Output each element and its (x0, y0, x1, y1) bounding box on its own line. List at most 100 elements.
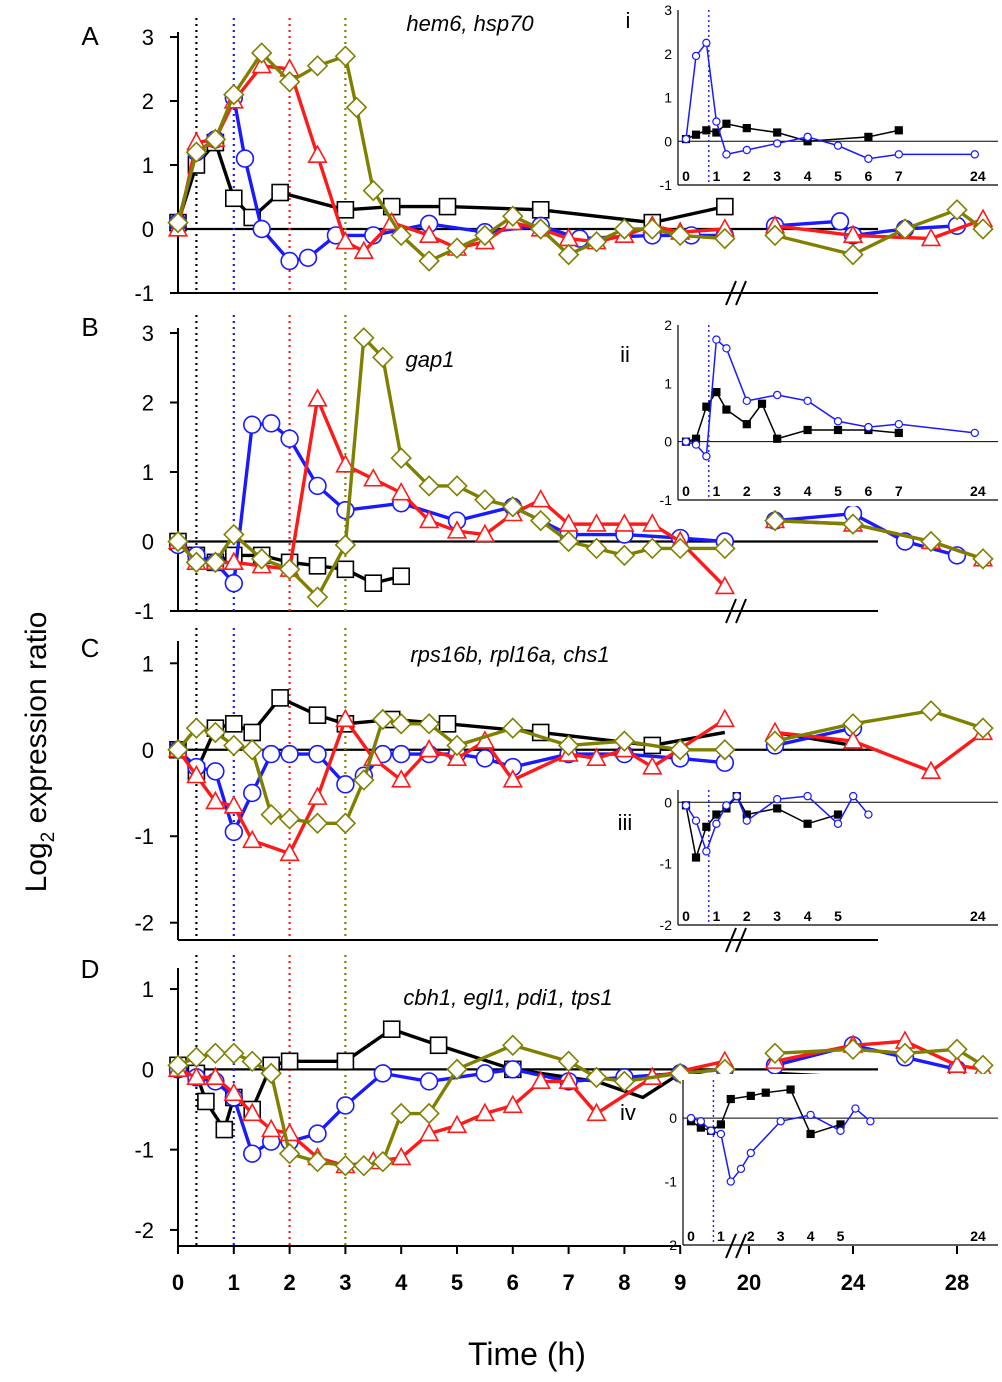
data-point (185, 717, 208, 739)
data-point (764, 730, 786, 752)
inset-data-point (773, 390, 782, 400)
data-point (362, 179, 385, 202)
data-point (530, 1070, 551, 1089)
inset-data-point (803, 425, 812, 435)
data-point (946, 1038, 968, 1061)
data-point (613, 544, 636, 567)
inset-data-point (894, 126, 903, 135)
inset-data-point (696, 1117, 706, 1126)
inset-data-point (776, 1117, 785, 1126)
data-point (613, 218, 636, 240)
inset-series-line (685, 794, 869, 854)
x-tick-label: 24 (841, 1270, 866, 1295)
data-point (372, 346, 394, 369)
data-point (215, 1120, 234, 1139)
inset-data-point (702, 126, 711, 135)
y-tick-label: 2 (142, 391, 154, 416)
data-point (502, 1034, 524, 1056)
data-point (307, 388, 328, 407)
data-point (391, 1146, 412, 1166)
inset-data-point (864, 132, 873, 141)
y-tick-label: 0 (142, 530, 154, 555)
data-point (669, 739, 691, 761)
y-tick-label: -1 (134, 281, 154, 306)
data-point (197, 1092, 215, 1111)
x-axis: 0 1 2 3 4 5 6 7 8 9 20 24 28 (172, 280, 969, 1295)
inset-y-tick-label: 1 (664, 90, 672, 106)
data-point (280, 251, 299, 271)
inset-data-point (773, 804, 782, 813)
data-point (235, 149, 255, 168)
data-point (842, 713, 864, 735)
inset-data-point (833, 819, 843, 828)
data-point (557, 734, 580, 757)
data-point (585, 1066, 608, 1089)
inset-data-point (773, 795, 782, 804)
inset-x-tick-label: 0 (682, 168, 690, 184)
inset-x-tick-label: 0 (682, 908, 690, 924)
inset-x-tick-label: 2 (747, 1228, 755, 1244)
data-point (353, 769, 375, 791)
axis-break-mark (735, 1233, 747, 1259)
data-point (204, 1042, 227, 1065)
data-point (185, 141, 208, 163)
data-point (531, 201, 550, 219)
data-point (372, 708, 394, 731)
inset-x-tick-label: 0 (687, 1228, 695, 1244)
data-point (475, 749, 495, 768)
data-point (714, 537, 736, 560)
data-point (641, 537, 664, 560)
inset-series-2 (681, 335, 980, 461)
data-point (334, 534, 357, 556)
data-point (279, 842, 300, 862)
inset-data-point (742, 816, 752, 825)
inset-x-tick-label: 1 (713, 168, 721, 184)
x-tick-label: 2 (283, 1270, 295, 1295)
inset-x-tick-label: 3 (773, 483, 781, 499)
data-point (206, 762, 225, 781)
data-point (446, 747, 468, 767)
data-point (167, 1054, 189, 1077)
inset-data-point (722, 119, 731, 128)
data-point (280, 429, 299, 448)
inset-y-tick-label: 1 (664, 375, 672, 391)
inset-x-tick-label: 5 (834, 483, 842, 499)
panel-letter: C (81, 633, 100, 663)
data-point (438, 715, 457, 733)
inset-x-tick-label: 2 (743, 483, 751, 499)
data-point (714, 575, 735, 595)
inset-background (681, 1074, 1000, 1251)
y-tick-label: -2 (134, 1218, 154, 1243)
data-point (894, 1042, 916, 1065)
data-point (335, 454, 356, 473)
y-tick-label: -2 (134, 911, 154, 936)
inset-data-point (691, 130, 701, 139)
data-point (204, 721, 227, 744)
axis-break-mark (735, 598, 747, 624)
inset-y-tick-label: 0 (664, 133, 672, 149)
x-tick-label: 9 (674, 1270, 686, 1295)
inset-x-tick-label: 5 (834, 908, 842, 924)
inset-data-point (833, 810, 843, 819)
data-point (586, 513, 607, 532)
data-point (418, 738, 440, 758)
data-point (223, 83, 245, 106)
data-point (252, 219, 271, 239)
inset-data-point (786, 1085, 795, 1094)
inset-data-point (742, 420, 751, 429)
inset-label: i (626, 8, 631, 33)
data-point (972, 218, 994, 240)
x-tick-label: 7 (562, 1270, 574, 1295)
data-point (250, 42, 273, 64)
axis-break-mark (725, 598, 737, 624)
inset-data-point (722, 150, 731, 159)
data-point (391, 481, 412, 501)
data-point (920, 760, 942, 779)
inset-y-tick-label: -1 (660, 177, 673, 193)
inset-y-tick-label: -1 (660, 856, 673, 872)
data-point (920, 700, 942, 722)
inset-data-point (712, 387, 721, 397)
data-point (241, 739, 263, 761)
inset-y-tick-label: -1 (665, 1174, 678, 1190)
